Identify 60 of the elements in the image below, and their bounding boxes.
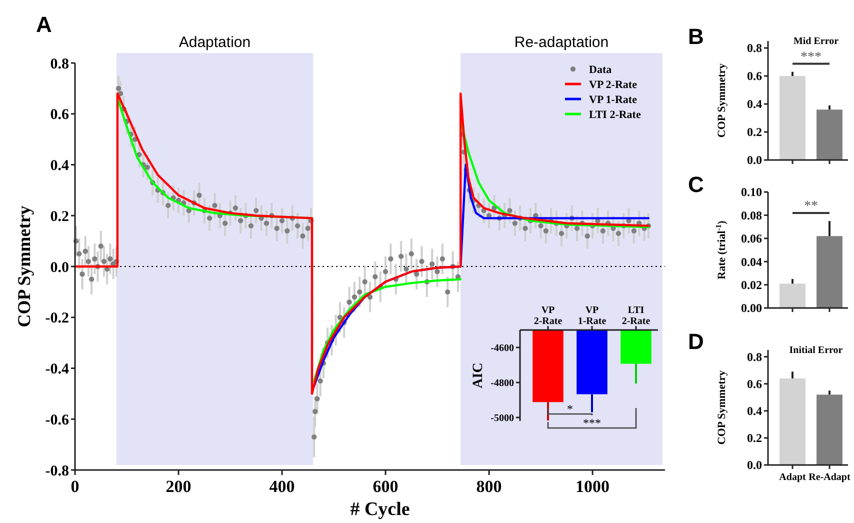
y-tick-label: 0.2	[747, 431, 762, 446]
y-tick-label: 0.8	[747, 41, 762, 56]
y-tick-label: 0.6	[747, 69, 762, 84]
x-tick-label: 600	[372, 477, 398, 496]
y-tick-label: -0.2	[45, 310, 69, 327]
x-axis-title: # Cycle	[350, 499, 410, 520]
band-label: Re-adaptation	[514, 34, 609, 51]
significance-bracket: ***	[547, 408, 637, 430]
y-tick-label: -0.6	[45, 412, 70, 428]
y-tick-label: -4800	[490, 378, 514, 389]
y-tick-label: 0.6	[747, 377, 762, 392]
x-tick-label: 0	[70, 477, 80, 496]
x-tick-label: Adapt	[779, 472, 806, 483]
legend-label: LTI 2-Rate	[589, 108, 641, 121]
y-tick-label: 0.10	[741, 185, 762, 200]
chart-title: C	[688, 172, 704, 197]
y-tick-label: 0.02	[741, 278, 762, 292]
annotation: ***	[583, 416, 601, 430]
band-label: Adaptation	[178, 34, 251, 51]
y-tick-label: 0.0	[747, 458, 762, 472]
chart-title: A	[36, 12, 52, 37]
y-axis-title: COP Symmetry	[14, 206, 34, 328]
legend-label: Data	[589, 64, 612, 76]
x-tick-label: 1000	[576, 477, 610, 496]
x-tick-label: VP 2-Rate	[534, 305, 563, 327]
chart-subtitle: Mid Error	[793, 36, 840, 47]
y-tick-label: 0.8	[50, 56, 69, 72]
chart-title: B	[688, 24, 704, 49]
y-tick-label: -5000	[490, 413, 514, 424]
y-tick-label: -0.8	[45, 463, 69, 480]
y-tick-label: -0.4	[45, 362, 70, 378]
y-axis-title: COP Symmetry	[716, 370, 728, 445]
y-tick-label: 0.4	[50, 158, 70, 174]
legend-label: VP 2-Rate	[589, 78, 638, 91]
annotation: **	[804, 199, 818, 214]
annotation: ***	[800, 50, 822, 65]
y-axis-title: AIC	[471, 362, 486, 388]
y-tick-label: 0.6	[50, 107, 70, 124]
x-tick-label: 200	[166, 477, 192, 496]
x-tick-label: VP 1-Rate	[578, 305, 607, 327]
y-tick-label: 0.04	[741, 254, 762, 269]
y-tick-label: 0.0	[50, 260, 69, 276]
y-tick-label: 0.06	[741, 232, 762, 246]
x-tick-label: 400	[269, 477, 295, 496]
y-tick-label: 0.2	[50, 208, 69, 225]
y-tick-label: 0.8	[747, 350, 762, 364]
legend-label: VP 1-Rate	[589, 94, 638, 106]
y-tick-label: 0.4	[747, 97, 762, 112]
y-tick-label: 0.4	[747, 404, 762, 418]
y-tick-label: -4600	[490, 343, 514, 354]
x-tick-label: LTI 2-Rate	[622, 305, 651, 327]
chart-title: D	[688, 329, 704, 354]
x-tick-label: 800	[476, 477, 502, 496]
y-tick-label: 0.08	[741, 208, 762, 222]
y-axis-title: COP Symmetry	[716, 62, 728, 138]
y-tick-label: 0.0	[747, 153, 762, 168]
chart-subtitle: Initial Error	[789, 345, 844, 356]
x-tick-label: Re-Adapt	[808, 472, 851, 483]
y-tick-label: 0.2	[747, 125, 762, 140]
y-tick-label: 0.00	[741, 301, 762, 316]
